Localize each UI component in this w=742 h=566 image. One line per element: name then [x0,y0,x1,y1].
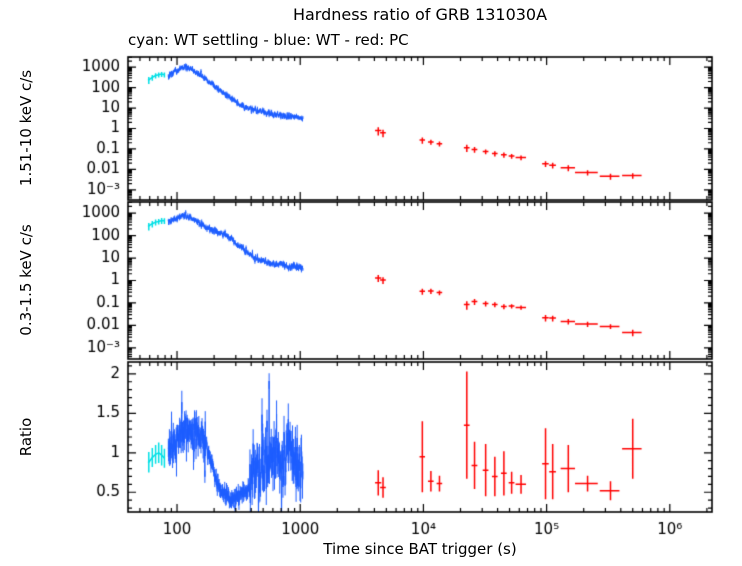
x-axis-label: Time since BAT trigger (s) [323,540,517,558]
y-axis-label-ratio: Ratio [17,417,35,457]
chart-legend-subtitle: cyan: WT settling - blue: WT - red: PC [128,31,409,49]
y-axis-label-soft: 0.3-1.5 keV c/s [17,224,35,336]
chart-title: Hardness ratio of GRB 131030A [292,5,548,24]
y-axis-label-hard: 1.51-10 keV c/s [17,69,35,187]
